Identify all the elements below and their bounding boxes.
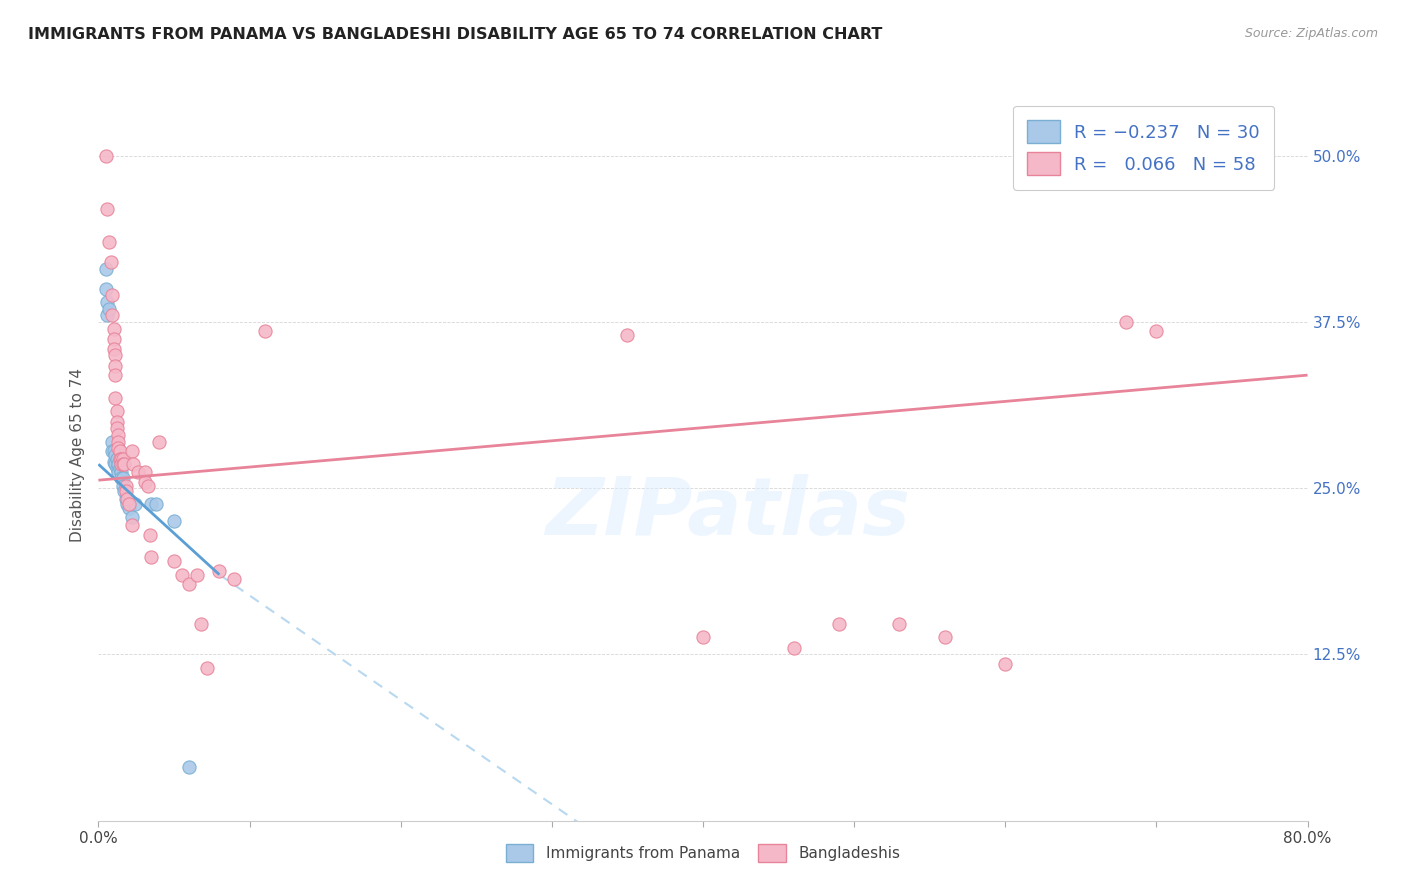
Point xyxy=(96,295,118,310)
Point xyxy=(107,457,129,471)
Point xyxy=(186,567,208,582)
Point xyxy=(107,465,129,479)
Point xyxy=(170,567,193,582)
Legend: Immigrants from Panama, Bangladeshis: Immigrants from Panama, Bangladeshis xyxy=(501,838,905,868)
Point xyxy=(127,465,149,479)
Point xyxy=(101,434,124,449)
Y-axis label: Disability Age 65 to 74: Disability Age 65 to 74 xyxy=(69,368,84,542)
Point xyxy=(115,497,138,511)
Point xyxy=(1144,324,1167,338)
Point xyxy=(208,564,231,578)
Point xyxy=(105,451,128,466)
Point xyxy=(177,577,201,591)
Point xyxy=(139,527,162,541)
Point xyxy=(110,457,132,471)
Point xyxy=(105,461,128,475)
Point xyxy=(103,444,125,458)
Point xyxy=(100,255,122,269)
Point xyxy=(994,657,1017,671)
Point xyxy=(121,510,143,524)
Point xyxy=(934,630,956,644)
Point xyxy=(94,149,117,163)
Point xyxy=(115,491,138,506)
Point xyxy=(107,434,129,449)
Point xyxy=(782,640,804,655)
Point xyxy=(104,457,127,471)
Point xyxy=(889,616,911,631)
Point xyxy=(136,478,159,492)
Point xyxy=(118,497,141,511)
Point xyxy=(1115,315,1137,329)
Text: Source: ZipAtlas.com: Source: ZipAtlas.com xyxy=(1244,27,1378,40)
Point xyxy=(104,391,127,405)
Point xyxy=(112,483,135,498)
Point xyxy=(111,451,134,466)
Point xyxy=(148,434,170,449)
Point xyxy=(105,404,128,418)
Point xyxy=(122,457,145,471)
Point xyxy=(114,478,136,492)
Text: ZIPatlas: ZIPatlas xyxy=(544,475,910,552)
Point xyxy=(110,465,132,479)
Point xyxy=(141,497,163,511)
Point xyxy=(112,457,135,471)
Point xyxy=(108,461,131,475)
Point xyxy=(105,415,128,429)
Point xyxy=(124,497,146,511)
Point xyxy=(224,572,246,586)
Point xyxy=(98,301,121,316)
Point xyxy=(121,444,143,458)
Point xyxy=(110,451,132,466)
Point xyxy=(103,321,125,335)
Point xyxy=(828,616,851,631)
Point xyxy=(111,478,134,492)
Point xyxy=(103,342,125,356)
Point xyxy=(110,470,132,484)
Point xyxy=(107,442,129,456)
Point xyxy=(692,630,714,644)
Point xyxy=(104,448,127,462)
Point xyxy=(253,324,276,338)
Point xyxy=(111,470,134,484)
Point xyxy=(177,760,201,774)
Point xyxy=(121,518,143,533)
Point xyxy=(101,444,124,458)
Point xyxy=(190,616,212,631)
Point xyxy=(104,348,127,362)
Point xyxy=(114,483,136,498)
Point xyxy=(108,444,131,458)
Point xyxy=(101,308,124,322)
Point xyxy=(96,308,118,322)
Point xyxy=(141,550,163,565)
Point xyxy=(103,332,125,346)
Point xyxy=(195,661,218,675)
Point xyxy=(104,359,127,373)
Point xyxy=(94,282,117,296)
Point xyxy=(96,202,118,216)
Point xyxy=(105,421,128,435)
Point xyxy=(108,451,131,466)
Point xyxy=(104,368,127,383)
Point xyxy=(94,261,117,276)
Point xyxy=(163,515,186,529)
Point xyxy=(114,491,136,506)
Point xyxy=(101,288,124,302)
Point xyxy=(163,554,186,568)
Point xyxy=(616,328,638,343)
Point xyxy=(118,501,141,516)
Point xyxy=(134,465,156,479)
Point xyxy=(98,235,121,249)
Point xyxy=(103,454,125,468)
Point xyxy=(134,475,156,489)
Point xyxy=(107,428,129,442)
Text: IMMIGRANTS FROM PANAMA VS BANGLADESHI DISABILITY AGE 65 TO 74 CORRELATION CHART: IMMIGRANTS FROM PANAMA VS BANGLADESHI DI… xyxy=(28,27,883,42)
Point xyxy=(111,457,134,471)
Point xyxy=(145,497,167,511)
